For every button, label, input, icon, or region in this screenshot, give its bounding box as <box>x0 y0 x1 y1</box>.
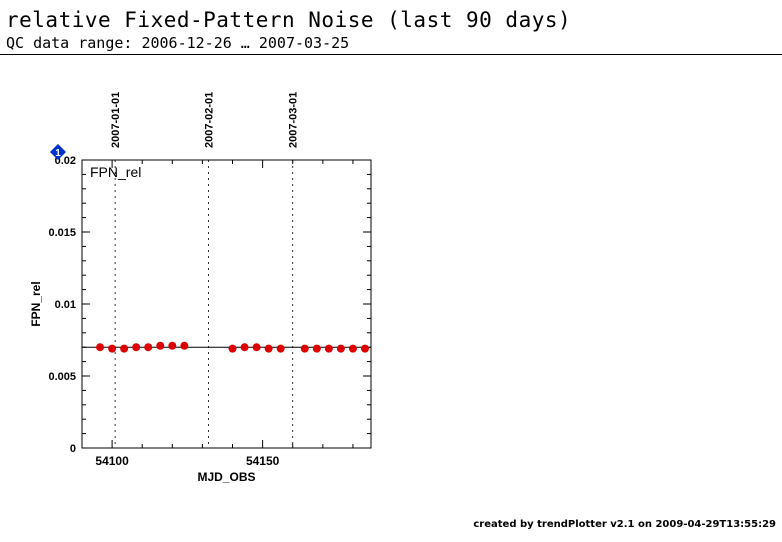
data-point <box>348 344 357 353</box>
data-point <box>252 343 261 352</box>
data-point <box>276 344 285 353</box>
panel-label: FPN_rel <box>90 164 141 180</box>
data-point <box>180 341 189 350</box>
data-point <box>108 344 117 353</box>
data-point <box>264 344 273 353</box>
data-point <box>168 341 177 350</box>
y-axis-label: FPN_rel <box>29 281 43 326</box>
data-point <box>312 344 321 353</box>
outlier-count-label: 1 <box>55 148 61 159</box>
y-tick-label: 0.015 <box>48 227 76 239</box>
data-point <box>132 343 141 352</box>
data-point <box>228 344 237 353</box>
header-divider <box>0 54 782 55</box>
data-range-subtitle: QC data range: 2006-12-26 … 2007-03-25 <box>6 34 350 52</box>
data-point <box>96 343 105 352</box>
data-point <box>300 344 309 353</box>
date-marker-label: 2007-03-01 <box>288 92 300 148</box>
x-axis-label: MJD_OBS <box>197 470 255 484</box>
date-marker-label: 2007-02-01 <box>203 92 215 148</box>
data-point <box>120 344 129 353</box>
data-point <box>144 343 153 352</box>
data-point <box>336 344 345 353</box>
data-point <box>156 341 165 350</box>
plot-frame <box>81 159 372 449</box>
y-tick-label: 0.005 <box>48 371 76 383</box>
y-tick-label: 0.01 <box>55 299 76 311</box>
y-tick-label: 0 <box>70 443 76 455</box>
outlier-diamond-icon <box>50 144 66 160</box>
x-tick-label: 54100 <box>95 454 129 468</box>
generator-footer: created by trendPlotter v2.1 on 2009-04-… <box>473 519 776 530</box>
page-title: relative Fixed-Pattern Noise (last 90 da… <box>6 8 572 32</box>
date-marker-label: 2007-01-01 <box>110 92 122 148</box>
data-point <box>360 344 369 353</box>
x-tick-label: 54150 <box>246 454 280 468</box>
data-point <box>324 344 333 353</box>
data-point <box>240 343 249 352</box>
